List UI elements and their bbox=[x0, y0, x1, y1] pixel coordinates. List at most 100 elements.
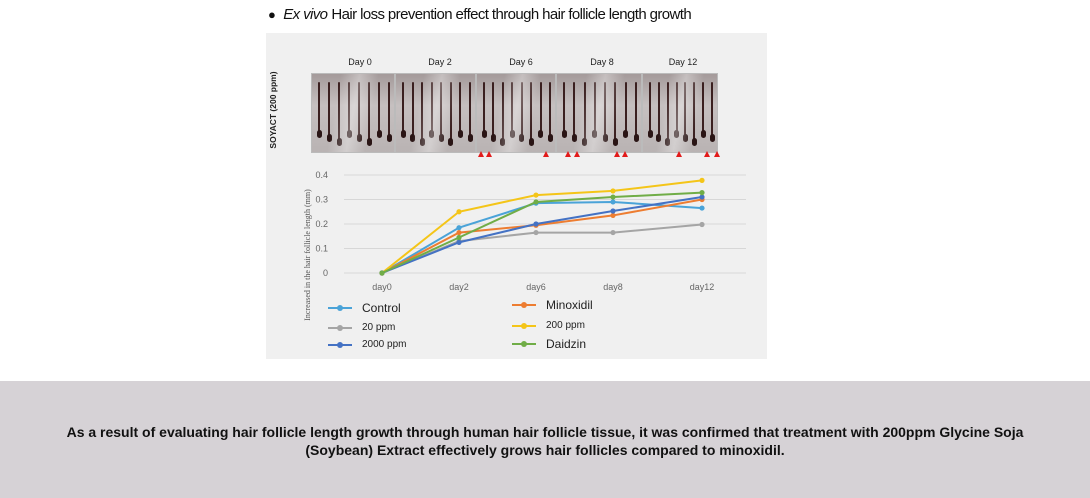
hair-bulb bbox=[410, 134, 416, 142]
legend-swatch bbox=[328, 341, 352, 348]
red-arrow-icon bbox=[565, 151, 571, 157]
hair-bulb bbox=[582, 138, 588, 146]
legend-entry: Control bbox=[328, 301, 401, 315]
y-tick-label: 0.3 bbox=[315, 195, 328, 205]
hair-bulb bbox=[400, 130, 406, 138]
data-point bbox=[699, 221, 705, 228]
data-point bbox=[456, 234, 462, 241]
hair-bulb bbox=[547, 134, 553, 142]
hair-strand bbox=[635, 82, 637, 138]
y-tick-label: 0 bbox=[323, 268, 328, 278]
data-point bbox=[533, 199, 539, 205]
hair-bulb bbox=[500, 138, 506, 146]
series-line bbox=[381, 200, 703, 274]
photo-sheen bbox=[312, 74, 394, 152]
figure-heading: ● Ex vivo Hair loss prevention effect thro… bbox=[268, 6, 692, 23]
hair-strand bbox=[501, 82, 504, 142]
legend-entry: 200 ppm bbox=[512, 320, 585, 331]
hair-strand bbox=[483, 82, 485, 134]
line-chart: 0 0.1 0.2 0.3 0.4 day0 day2 day6 day8 day12 Increa… bbox=[303, 170, 746, 321]
data-point bbox=[610, 188, 616, 194]
hair-bulb bbox=[709, 134, 715, 142]
hair-bulb bbox=[386, 134, 392, 142]
day-label-6: Day 6 bbox=[509, 57, 533, 67]
hair-bulb bbox=[481, 130, 487, 138]
photo-sheen bbox=[396, 74, 475, 152]
hair-strand bbox=[388, 82, 390, 138]
hair-bulb bbox=[419, 138, 425, 146]
day-label-12: Day 12 bbox=[668, 57, 698, 67]
hair-bulb bbox=[336, 138, 342, 146]
hair-strand bbox=[318, 82, 320, 134]
photo-sheen bbox=[643, 74, 717, 152]
legend-swatch bbox=[512, 341, 536, 347]
hair-strand bbox=[604, 82, 607, 138]
legend-swatch bbox=[328, 305, 352, 311]
hair-bulb bbox=[429, 130, 435, 138]
hair-strand bbox=[649, 82, 651, 134]
hair-strand bbox=[573, 82, 576, 138]
y-tick-label: 0.1 bbox=[315, 244, 328, 254]
data-point bbox=[456, 239, 462, 245]
data-point bbox=[610, 208, 616, 214]
hair-strand bbox=[421, 82, 424, 142]
hair-bulb bbox=[509, 130, 515, 138]
hair-bulb bbox=[538, 130, 544, 138]
hair-strand bbox=[449, 82, 452, 142]
red-arrow-icon bbox=[574, 151, 580, 157]
red-arrow-icon bbox=[543, 151, 549, 157]
data-point bbox=[379, 270, 385, 276]
hair-strand bbox=[440, 82, 443, 138]
hair-strand bbox=[711, 82, 713, 138]
hair-bulb bbox=[665, 138, 671, 146]
x-tick-label: day12 bbox=[690, 282, 715, 292]
conclusion-banner: As a result of evaluating hair follicle … bbox=[0, 381, 1090, 498]
day-label-2: Day 2 bbox=[428, 57, 452, 67]
day-label-0: Day 0 bbox=[348, 57, 372, 67]
red-arrow-icon bbox=[614, 151, 620, 157]
follicle-photo bbox=[642, 73, 718, 153]
hair-strand bbox=[614, 82, 617, 142]
hair-bulb bbox=[691, 138, 697, 146]
hair-bulb bbox=[633, 134, 639, 142]
data-point bbox=[610, 212, 616, 219]
hair-strand bbox=[511, 82, 514, 134]
hair-bulb bbox=[623, 130, 629, 138]
hair-bulb bbox=[467, 134, 473, 142]
hair-strand bbox=[593, 82, 596, 134]
data-point bbox=[699, 205, 705, 211]
x-tick-label: day0 bbox=[372, 282, 392, 292]
y-axis-label: Increased in the hair follicle length (m… bbox=[303, 189, 312, 321]
hair-bulb bbox=[674, 130, 680, 138]
heading-text: Hair loss prevention effect through hair… bbox=[331, 6, 692, 23]
hair-bulb bbox=[682, 134, 688, 142]
hair-bulb bbox=[326, 134, 332, 142]
legend-label: Minoxidil bbox=[546, 298, 593, 312]
legend-swatch bbox=[512, 302, 536, 308]
hair-bulb bbox=[519, 134, 525, 142]
hair-strand bbox=[693, 82, 696, 142]
hair-bulb bbox=[376, 130, 382, 138]
hair-strand bbox=[411, 82, 414, 138]
legend-swatch bbox=[328, 324, 352, 331]
hair-strand bbox=[675, 82, 678, 134]
hair-bulb bbox=[457, 130, 463, 138]
hair-strand bbox=[348, 82, 350, 134]
hair-strand bbox=[378, 82, 380, 134]
red-arrow-icon bbox=[714, 151, 720, 157]
hair-bulb bbox=[602, 134, 608, 142]
red-arrow-icon bbox=[486, 151, 492, 157]
legend-label: Control bbox=[362, 301, 401, 315]
y-tick-label: 0.4 bbox=[315, 170, 328, 180]
data-point bbox=[533, 192, 539, 198]
hair-strand bbox=[702, 82, 705, 134]
day-label-8: Day 8 bbox=[590, 57, 614, 67]
legend-entry: 2000 ppm bbox=[328, 339, 406, 350]
hair-strand bbox=[530, 82, 533, 142]
data-point bbox=[456, 229, 462, 236]
hair-strand bbox=[563, 82, 565, 134]
hair-bulb bbox=[490, 134, 496, 142]
hair-bulb bbox=[346, 130, 352, 138]
x-tick-label: day6 bbox=[526, 282, 546, 292]
hair-strand bbox=[583, 82, 586, 142]
